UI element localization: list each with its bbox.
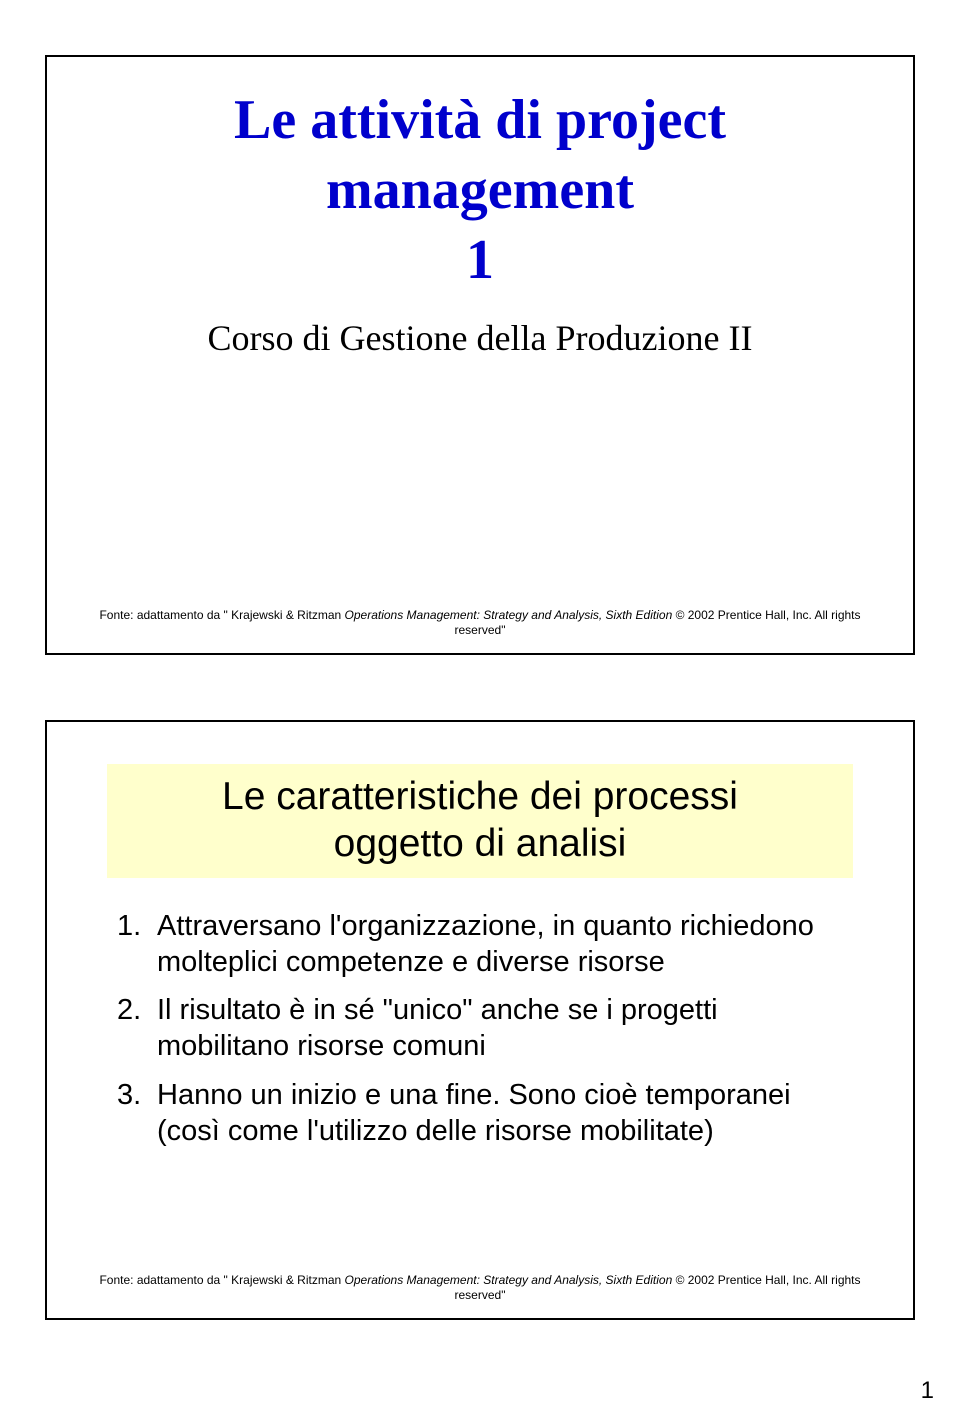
list-number: 2. [117,992,157,1065]
list-item: 2. Il risultato è in sé "unico" anche se… [117,992,853,1065]
list-item: 3. Hanno un inizio e una fine. Sono cioè… [117,1077,853,1150]
title-line-1: Le attività di project [234,89,726,151]
page-number: 1 [921,1377,934,1405]
title-line-3: 1 [466,229,494,291]
numbered-list: 1. Attraversano l'organizzazione, in qua… [117,908,853,1150]
title-line-2: management [326,159,634,221]
list-item: 1. Attraversano l'organizzazione, in qua… [117,908,853,981]
list-text: Hanno un inizio e una fine. Sono cioè te… [157,1077,853,1150]
footnote-pre: Fonte: adattamento da " Krajewski & Ritz… [99,1273,344,1287]
list-number: 3. [117,1077,157,1150]
footnote-italic: Operations Management: Strategy and Anal… [345,608,673,622]
list-text: Attraversano l'organizzazione, in quanto… [157,908,853,981]
footnote-italic: Operations Management: Strategy and Anal… [345,1273,673,1287]
slide-subtitle: Corso di Gestione della Produzione II [47,317,913,359]
slide-footnote: Fonte: adattamento da " Krajewski & Ritz… [87,1273,873,1304]
slide-1: Le attività di project management 1 Cors… [45,55,915,655]
heading-line-1: Le caratteristiche dei processi [115,774,845,821]
heading-line-2: oggetto di analisi [115,821,845,868]
footnote-pre: Fonte: adattamento da " Krajewski & Ritz… [99,608,344,622]
list-text: Il risultato è in sé "unico" anche se i … [157,992,853,1065]
slide-footnote: Fonte: adattamento da " Krajewski & Ritz… [87,608,873,639]
list-number: 1. [117,908,157,981]
slide-2: Le caratteristiche dei processi oggetto … [45,720,915,1320]
slide-title: Le attività di project management 1 [47,85,913,295]
slide-heading: Le caratteristiche dei processi oggetto … [107,764,853,878]
